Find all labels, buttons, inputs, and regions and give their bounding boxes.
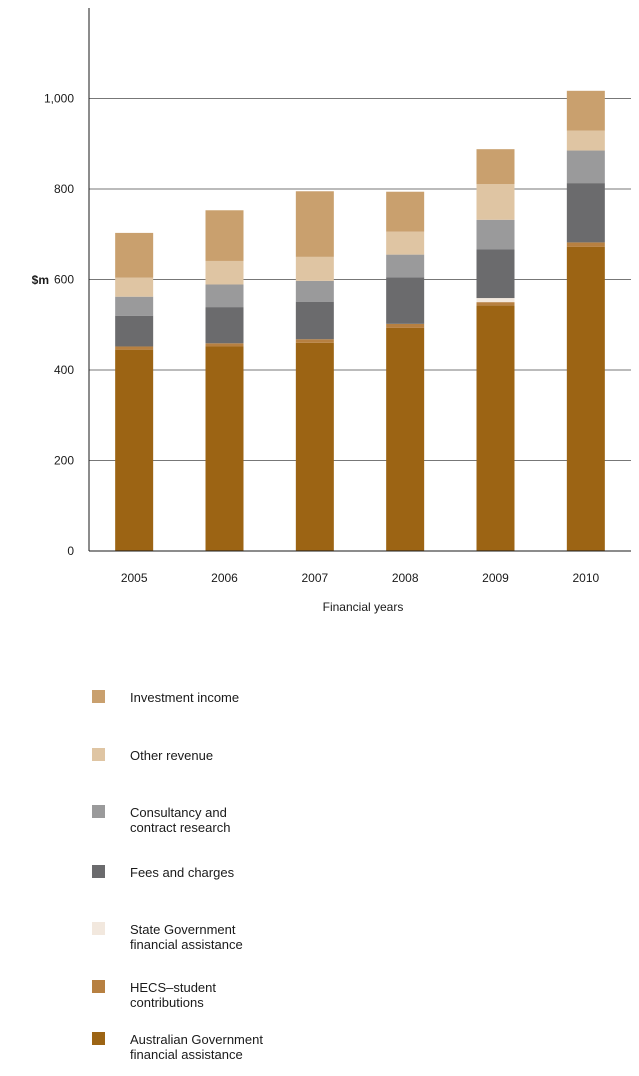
legend-swatch (92, 865, 105, 878)
legend-label: State Government financial assistance (130, 922, 243, 952)
bar-2008-series-3 (386, 277, 425, 324)
bar-2009-series-3 (476, 249, 515, 299)
bar-2010-series-3 (566, 183, 605, 243)
bar-2005-series-6 (115, 232, 154, 278)
x-axis-label: Financial years (323, 600, 404, 614)
x-tick-2006: 2006 (211, 571, 238, 585)
y-tick-400: 400 (54, 363, 74, 377)
bar-2010-series-5 (566, 130, 605, 151)
legend-swatch (92, 980, 105, 993)
bar-2007-series-5 (295, 256, 334, 281)
y-tick-1000: 1,000 (44, 92, 74, 106)
bar-2009-series-1 (476, 302, 515, 306)
bars (115, 90, 605, 552)
bar-2007-series-0 (295, 342, 334, 551)
axes (88, 8, 631, 552)
legend-item-3: Fees and charges (92, 865, 330, 880)
legend-item-1: HECS–student contributions (92, 980, 330, 1010)
legend-item-0: Australian Government financial assistan… (92, 1032, 330, 1062)
bar-2009-series-4 (476, 219, 515, 250)
bar-2007-series-4 (295, 280, 334, 302)
bar-2008-series-4 (386, 254, 425, 278)
legend-label: Other revenue (130, 748, 214, 763)
legend-label: HECS–student contributions (130, 980, 216, 1010)
bar-2005-series-3 (115, 315, 154, 347)
legend-label: Consultancy and contract research (130, 805, 231, 835)
x-tick-2007: 2007 (301, 571, 328, 585)
legend-item-6: Investment income (92, 690, 330, 705)
bar-2006-series-4 (205, 284, 244, 308)
legend-item-5: Other revenue (92, 748, 330, 763)
bar-2006-series-0 (205, 346, 244, 551)
x-tick-2010: 2010 (572, 571, 599, 585)
bar-2009-series-0 (476, 305, 515, 551)
x-tick-labels: 2005 2006 2007 2008 2009 2010 (121, 571, 600, 585)
x-tick-2005: 2005 (121, 571, 148, 585)
bar-2010-series-4 (566, 150, 605, 184)
gridlines (89, 98, 631, 461)
legend-swatch (92, 690, 105, 703)
legend-swatch (92, 922, 105, 935)
bar-2009-series-6 (476, 149, 515, 185)
legend-item-2: State Government financial assistance (92, 922, 330, 952)
bar-2009-series-2 (476, 298, 515, 303)
legend-label: Australian Government financial assistan… (130, 1032, 263, 1062)
legend-swatch (92, 1032, 105, 1045)
bar-2005-series-5 (115, 277, 154, 297)
bar-2006-series-3 (205, 307, 244, 344)
y-tick-200: 200 (54, 454, 74, 468)
legend: Investment income Other revenue Consultanc… (92, 690, 392, 1076)
legend-swatch (92, 805, 105, 818)
legend-label: Fees and charges (130, 865, 235, 880)
bar-2006-series-6 (205, 210, 244, 261)
bar-2007-series-6 (295, 191, 334, 257)
y-axis-label: $m (32, 273, 49, 287)
y-tick-labels: 0 200 400 600 800 1,000 (44, 92, 74, 559)
bar-2008-series-0 (386, 327, 425, 551)
y-tick-600: 600 (54, 273, 74, 287)
bar-2007-series-3 (295, 301, 334, 340)
bar-2005-series-4 (115, 296, 154, 316)
bar-2010-series-6 (566, 90, 605, 131)
bar-2007-series-1 (295, 339, 334, 343)
y-tick-0: 0 (67, 544, 74, 558)
bar-2010-series-1 (566, 242, 605, 247)
bar-2009-series-5 (476, 184, 515, 220)
bar-2005-series-1 (115, 346, 154, 350)
x-tick-2009: 2009 (482, 571, 509, 585)
bar-2008-series-6 (386, 191, 425, 232)
legend-label: Investment income (130, 690, 240, 705)
bar-2008-series-1 (386, 323, 425, 328)
legend-swatch (92, 748, 105, 761)
x-tick-2008: 2008 (392, 571, 419, 585)
bar-2010-series-0 (566, 246, 605, 552)
bar-2006-series-1 (205, 343, 244, 347)
bar-2006-series-5 (205, 260, 244, 285)
legend-item-4: Consultancy and contract research (92, 805, 330, 835)
bar-2005-series-0 (115, 349, 154, 551)
bar-2008-series-5 (386, 231, 425, 255)
y-tick-800: 800 (54, 182, 74, 196)
